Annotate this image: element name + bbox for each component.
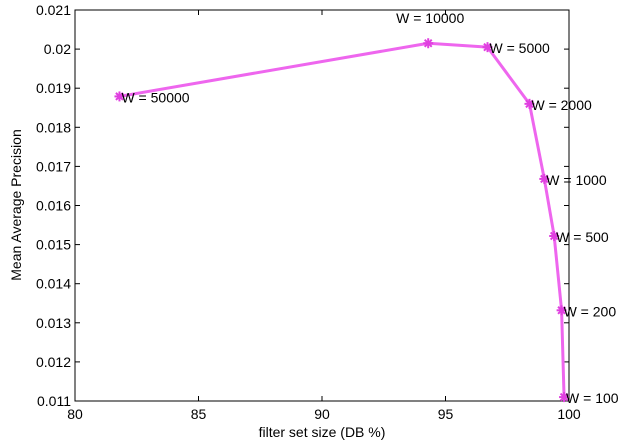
data-point-label: W = 100 [566,390,619,406]
series-markers [114,38,570,403]
y-tick-label: 0.015 [36,237,71,253]
y-tick-label: 0.014 [36,276,71,292]
x-tick-label: 90 [314,406,330,422]
series-line [119,41,566,398]
y-tick-label: 0.013 [36,315,71,331]
data-point-marker [524,98,535,109]
plot-area [74,9,570,402]
data-point-label: W = 10000 [396,10,464,26]
y-tick-label: 0.018 [36,119,71,135]
y-tick-label: 0.016 [36,198,71,214]
y-tick-label: 0.021 [36,2,71,18]
x-tick-label: 100 [557,406,581,422]
x-tick-label: 80 [67,406,83,422]
data-point-label: W = 2000 [531,97,592,113]
y-tick-label: 0.02 [44,41,71,57]
data-point-label: W = 5000 [489,40,550,56]
y-axis-label: Mean Average Precision [8,129,24,281]
data-point-marker [482,42,493,53]
x-axis-label: filter set size (DB %) [259,424,386,440]
y-axis-ticks: 0.011 0.012 0.013 0.014 0.015 0.016 0.017 0.018… [36,2,569,409]
data-point-marker [556,305,567,316]
data-point-marker [423,38,434,49]
data-point-label: W = 200 [564,303,617,319]
data-point-label: W = 50000 [121,89,189,105]
x-axis-ticks: 80 85 90 95 100 [67,10,581,422]
y-tick-label: 0.011 [37,393,71,409]
point-labels: W = 50000 W = 10000 W = 5000 W = 2000 W = 10… [121,10,618,406]
data-point-marker [539,173,550,184]
x-tick-label: 85 [191,406,207,422]
y-tick-label: 0.019 [36,80,71,96]
y-tick-label: 0.012 [36,354,71,370]
data-point-marker [549,230,560,241]
data-point-label: W = 500 [556,229,609,245]
data-point-marker [559,392,570,403]
data-point-label: W = 1000 [546,172,607,188]
x-tick-label: 95 [438,406,454,422]
data-point-marker [114,91,125,102]
y-tick-label: 0.017 [36,158,71,174]
